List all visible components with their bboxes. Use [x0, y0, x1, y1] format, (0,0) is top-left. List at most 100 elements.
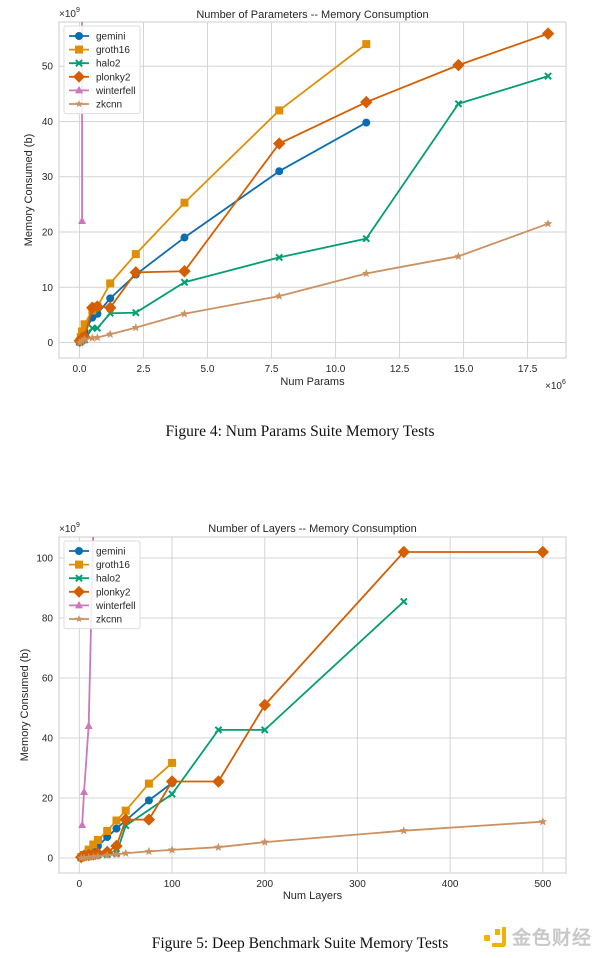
data-point-plonky2 [397, 545, 411, 559]
data-point-halo2 [275, 253, 284, 262]
legend-label: gemini [96, 32, 125, 43]
data-point-zkcnn [79, 853, 89, 862]
y-tick-label: 40 [42, 734, 54, 745]
legend-item-winterfell: winterfell [69, 85, 135, 97]
data-point-zkcnn [75, 337, 85, 347]
y-tick-label: 0 [47, 854, 53, 865]
data-point-zkcnn [93, 851, 103, 860]
data-point-gemini [180, 233, 189, 242]
data-point-winterfell [78, 820, 87, 828]
legend-label: zkcnn [96, 100, 122, 111]
data-point-groth16 [93, 836, 102, 844]
watermark-text: 金色财经 [511, 927, 592, 949]
data-point-plonky2 [86, 301, 99, 314]
data-point-plonky2 [360, 95, 373, 109]
series-line-winterfell [81, 537, 95, 826]
data-point-groth16 [131, 250, 140, 259]
x-tick-label: 100 [164, 879, 181, 890]
watermark: 金色财经 [483, 923, 592, 950]
x-multiplier: ×106 [545, 379, 566, 392]
data-point-zkcnn [112, 849, 121, 859]
data-point-zkcnn [454, 251, 463, 261]
legend-label: winterfell [95, 86, 135, 97]
figure-4-caption: Figure 4: Num Params Suite Memory Tests [165, 423, 435, 440]
data-point-zkcnn [121, 848, 131, 857]
data-point-zkcnn [144, 846, 154, 856]
x-axis-label: Num Layers [283, 890, 343, 902]
legend-marker-icon [75, 59, 83, 67]
jinse-logo-icon [483, 926, 506, 947]
data-point-zkcnn [399, 826, 409, 835]
legend-item-halo2: halo2 [69, 574, 121, 585]
data-point-groth16 [89, 840, 98, 849]
y-tick-label: 10 [42, 283, 54, 294]
data-point-winterfell [78, 216, 87, 224]
data-point-plonky2 [104, 301, 117, 314]
chart-num-params-memory: 0.0 2.5 5.0 7.5 10.0 12.5 15.0 17.5 0 10 20 30 40 50 N… [23, 7, 567, 392]
x-tick-label: 15.0 [454, 364, 474, 375]
data-point-zkcnn [77, 336, 87, 345]
data-point-plonky2 [541, 27, 555, 40]
x-axis-label: Num Params [280, 376, 345, 388]
y-tick-label: 60 [42, 674, 54, 685]
data-point-zkcnn [214, 842, 223, 851]
data-point-groth16 [168, 758, 177, 767]
x-tick-label: 500 [534, 879, 551, 890]
figure-5: 0 100 200 300 400 500 0 20 40 60 80 100 Number of La… [0, 515, 600, 915]
data-point-groth16 [144, 779, 153, 788]
data-point-zkcnn [87, 333, 97, 342]
x-tick-label: 2.5 [137, 364, 151, 375]
data-point-zkcnn [88, 852, 98, 861]
chart-title: Number of Parameters -- Memory Consumpti… [196, 9, 428, 21]
x-tick-label: 7.5 [265, 364, 279, 375]
x-tick-label: 300 [349, 879, 366, 890]
series-winterfell [78, 537, 95, 828]
data-point-groth16 [103, 827, 112, 835]
data-point-halo2 [180, 278, 189, 287]
x-tick-label: 12.5 [390, 364, 410, 375]
data-point-groth16 [275, 106, 284, 115]
data-point-halo2 [214, 726, 223, 734]
data-point-plonky2 [536, 545, 550, 559]
data-point-plonky2 [91, 300, 104, 313]
data-point-zkcnn [93, 332, 102, 342]
legend-item-plonky2: plonky2 [69, 70, 131, 83]
legend-item-gemini: gemini [69, 32, 125, 43]
data-point-zkcnn [543, 219, 553, 228]
y-tick-label: 30 [42, 172, 54, 183]
legend-item-zkcnn: zkcnn [69, 100, 122, 111]
x-tick-label: 200 [256, 879, 273, 890]
legend-marker-icon [75, 560, 83, 569]
legend-item-plonky2: plonky2 [69, 585, 131, 598]
chart-title: Number of Layers -- Memory Consumption [208, 523, 416, 535]
data-point-groth16 [180, 198, 189, 207]
data-point-zkcnn [76, 853, 86, 862]
data-point-gemini [112, 824, 121, 833]
data-point-plonky2 [258, 698, 271, 712]
x-tick-label: 0.0 [73, 364, 87, 375]
data-point-groth16 [362, 40, 371, 49]
data-point-zkcnn [361, 268, 371, 278]
figure-5-caption: Figure 5: Deep Benchmark Suite Memory Te… [151, 935, 449, 952]
data-point-plonky2 [129, 266, 143, 279]
legend-marker-icon [75, 615, 83, 623]
y-tick-label: 100 [36, 554, 53, 565]
data-point-plonky2 [142, 813, 156, 826]
data-point-halo2 [362, 234, 371, 243]
data-point-zkcnn [84, 852, 94, 862]
data-point-zkcnn [180, 309, 189, 318]
legend-marker-icon [75, 574, 83, 582]
data-point-zkcnn [167, 845, 177, 854]
legend-item-zkcnn: zkcnn [69, 615, 122, 626]
y-tick-label: 40 [42, 117, 54, 128]
data-point-plonky2 [273, 137, 286, 150]
data-point-plonky2 [110, 839, 123, 853]
legend-item-groth16: groth16 [69, 560, 130, 571]
x-tick-label: 5.0 [201, 364, 215, 375]
data-point-plonky2 [212, 775, 225, 788]
data-point-zkcnn [274, 291, 284, 300]
legend: gemini groth16 halo2 plonky2 winterfell zkcnn [63, 25, 141, 115]
data-point-winterfell [80, 787, 89, 795]
data-point-plonky2 [452, 58, 465, 72]
legend-item-halo2: halo2 [69, 59, 121, 70]
